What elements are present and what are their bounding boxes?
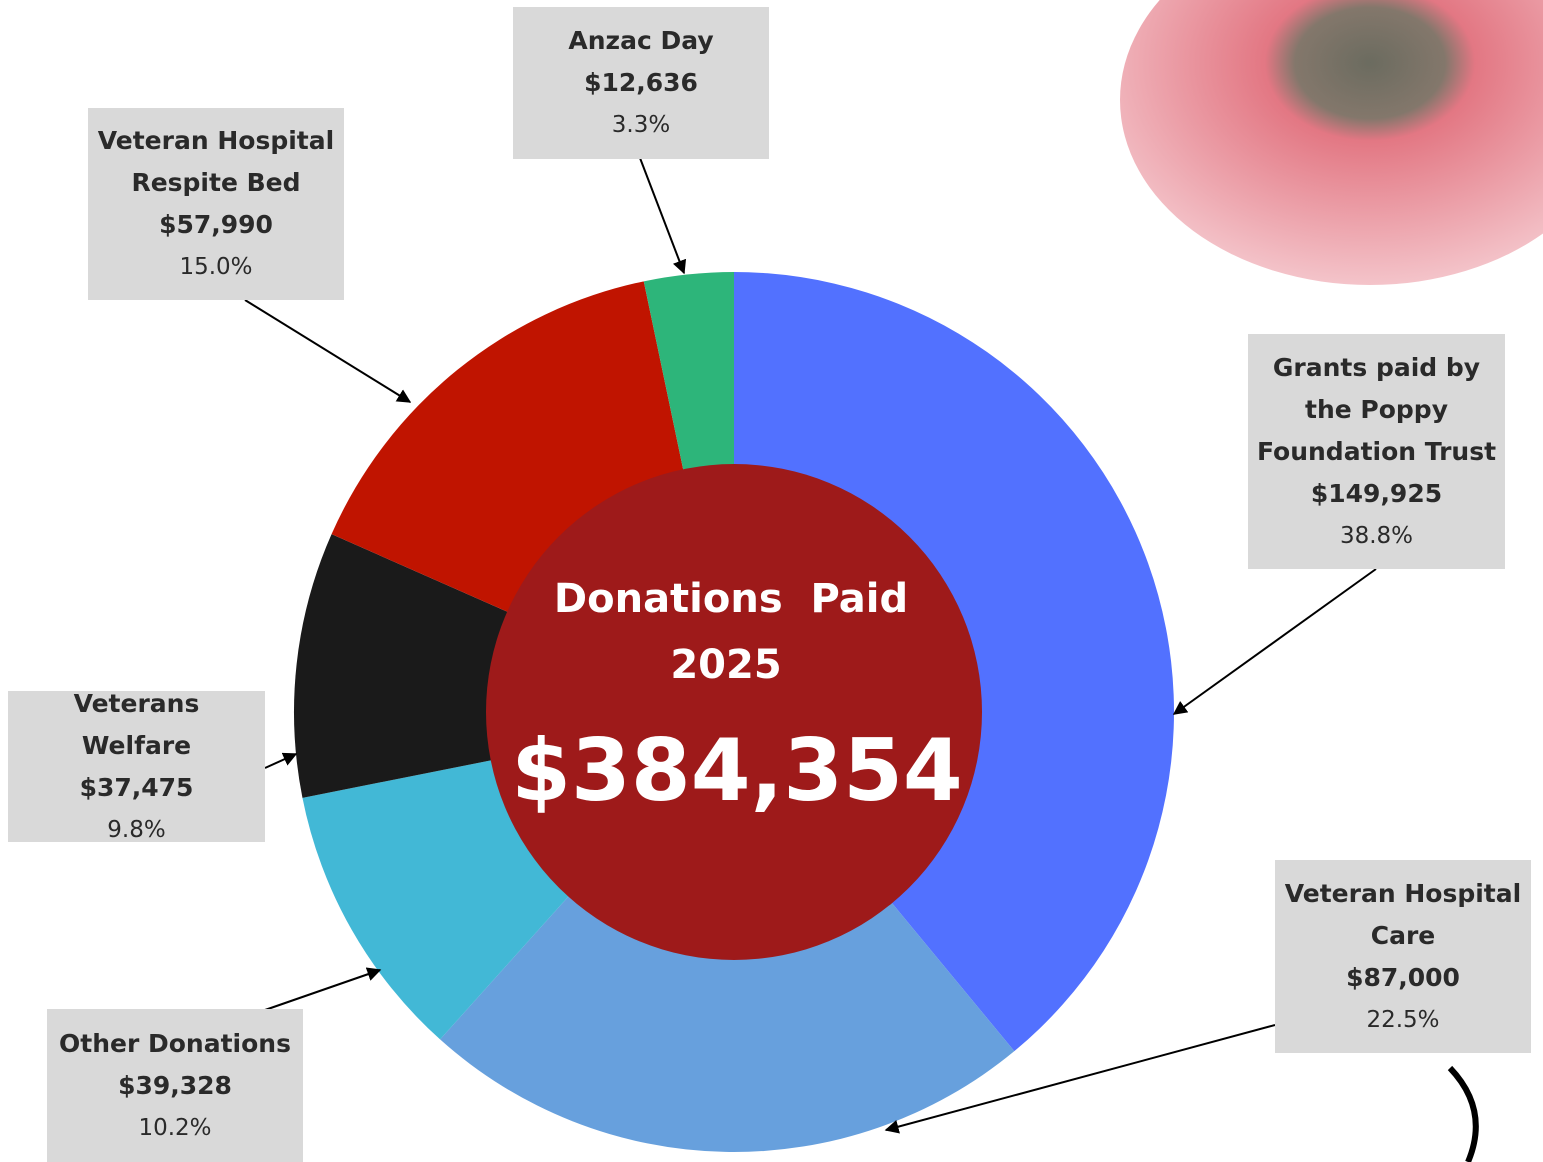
chart-subtitle: 2025 bbox=[670, 642, 781, 688]
value-label: $87,000 bbox=[1346, 957, 1460, 999]
category-label: Other Donations bbox=[59, 1023, 291, 1065]
value-label: $57,990 bbox=[159, 204, 273, 246]
value-label: $39,328 bbox=[118, 1065, 232, 1107]
chart-title: Donations Paid bbox=[554, 576, 908, 622]
decorative-arc bbox=[1450, 1068, 1476, 1162]
category-label: Anzac Day bbox=[568, 20, 713, 62]
category-label: Veterans Welfare bbox=[16, 683, 257, 767]
category-label: Veteran Hospital Care bbox=[1283, 873, 1523, 957]
percent-label: 15.0% bbox=[179, 246, 252, 288]
value-label: $37,475 bbox=[80, 767, 194, 809]
leader-line bbox=[640, 158, 684, 273]
percent-label: 22.5% bbox=[1366, 999, 1439, 1041]
center-total: $384,354 bbox=[511, 721, 963, 821]
center: Donations Paid 2025 $384,354 bbox=[486, 464, 982, 960]
value-label: $12,636 bbox=[584, 62, 698, 104]
percent-label: 9.8% bbox=[107, 809, 165, 851]
leader-line bbox=[265, 754, 296, 768]
center-circle bbox=[486, 464, 982, 960]
leader-line bbox=[265, 970, 380, 1010]
leader-line bbox=[245, 300, 410, 402]
percent-label: 38.8% bbox=[1340, 515, 1413, 557]
category-label: Grants paid by the Poppy Foundation Trus… bbox=[1256, 347, 1497, 473]
label-box: Grants paid by the Poppy Foundation Trus… bbox=[1248, 334, 1505, 569]
percent-label: 10.2% bbox=[138, 1107, 211, 1149]
value-label: $149,925 bbox=[1311, 473, 1442, 515]
category-label: Veteran Hospital Respite Bed bbox=[96, 120, 336, 204]
percent-label: 3.3% bbox=[612, 104, 670, 146]
page: Donations Paid2025$384,354 (() => { cons… bbox=[0, 0, 1543, 1162]
poppy-decoration bbox=[1120, 0, 1543, 285]
leader-line bbox=[1174, 569, 1376, 714]
